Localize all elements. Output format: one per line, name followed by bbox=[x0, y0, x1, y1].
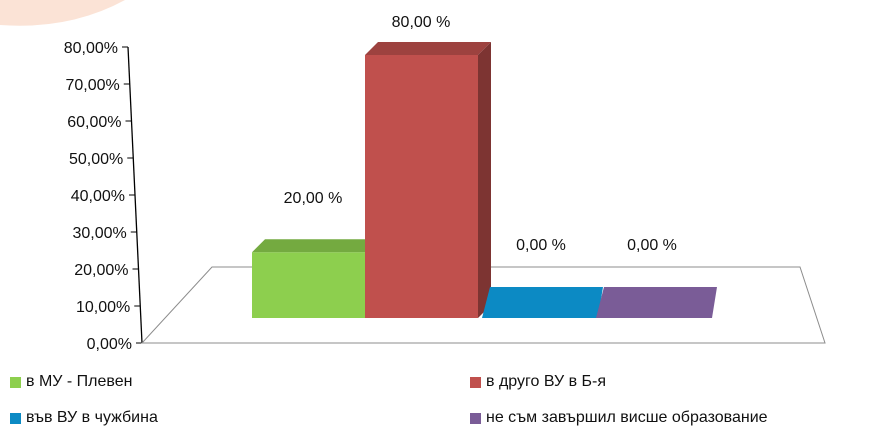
data-label: 20,00 % bbox=[284, 190, 343, 207]
labels-layer: 20,00 % 80,00 % 0,00 % 0,00 % bbox=[284, 14, 677, 254]
bar-flat bbox=[596, 287, 717, 318]
data-label: 0,00 % bbox=[627, 237, 677, 254]
y-tick-label: 60,00% bbox=[67, 114, 121, 131]
bar-side bbox=[478, 42, 491, 318]
y-tick-label: 20,00% bbox=[74, 262, 128, 279]
y-tick-label: 80,00% bbox=[64, 40, 118, 57]
bar-top bbox=[365, 42, 491, 55]
y-tick-label: 10,00% bbox=[76, 299, 130, 316]
y-tick-label: 50,00% bbox=[69, 151, 123, 168]
decor-blob bbox=[0, 0, 125, 26]
y-tick-label: 40,00% bbox=[71, 188, 125, 205]
bars-layer bbox=[252, 42, 717, 318]
bar-front bbox=[365, 55, 478, 318]
y-tick-label: 30,00% bbox=[72, 225, 126, 242]
data-label: 80,00 % bbox=[392, 14, 451, 31]
bar-front bbox=[252, 252, 365, 318]
bar-top bbox=[252, 239, 378, 253]
y-tick-label: 70,00% bbox=[65, 77, 119, 94]
bar-flat bbox=[482, 287, 603, 318]
y-tick-label: 0,00% bbox=[87, 336, 132, 353]
data-label: 0,00 % bbox=[516, 237, 566, 254]
